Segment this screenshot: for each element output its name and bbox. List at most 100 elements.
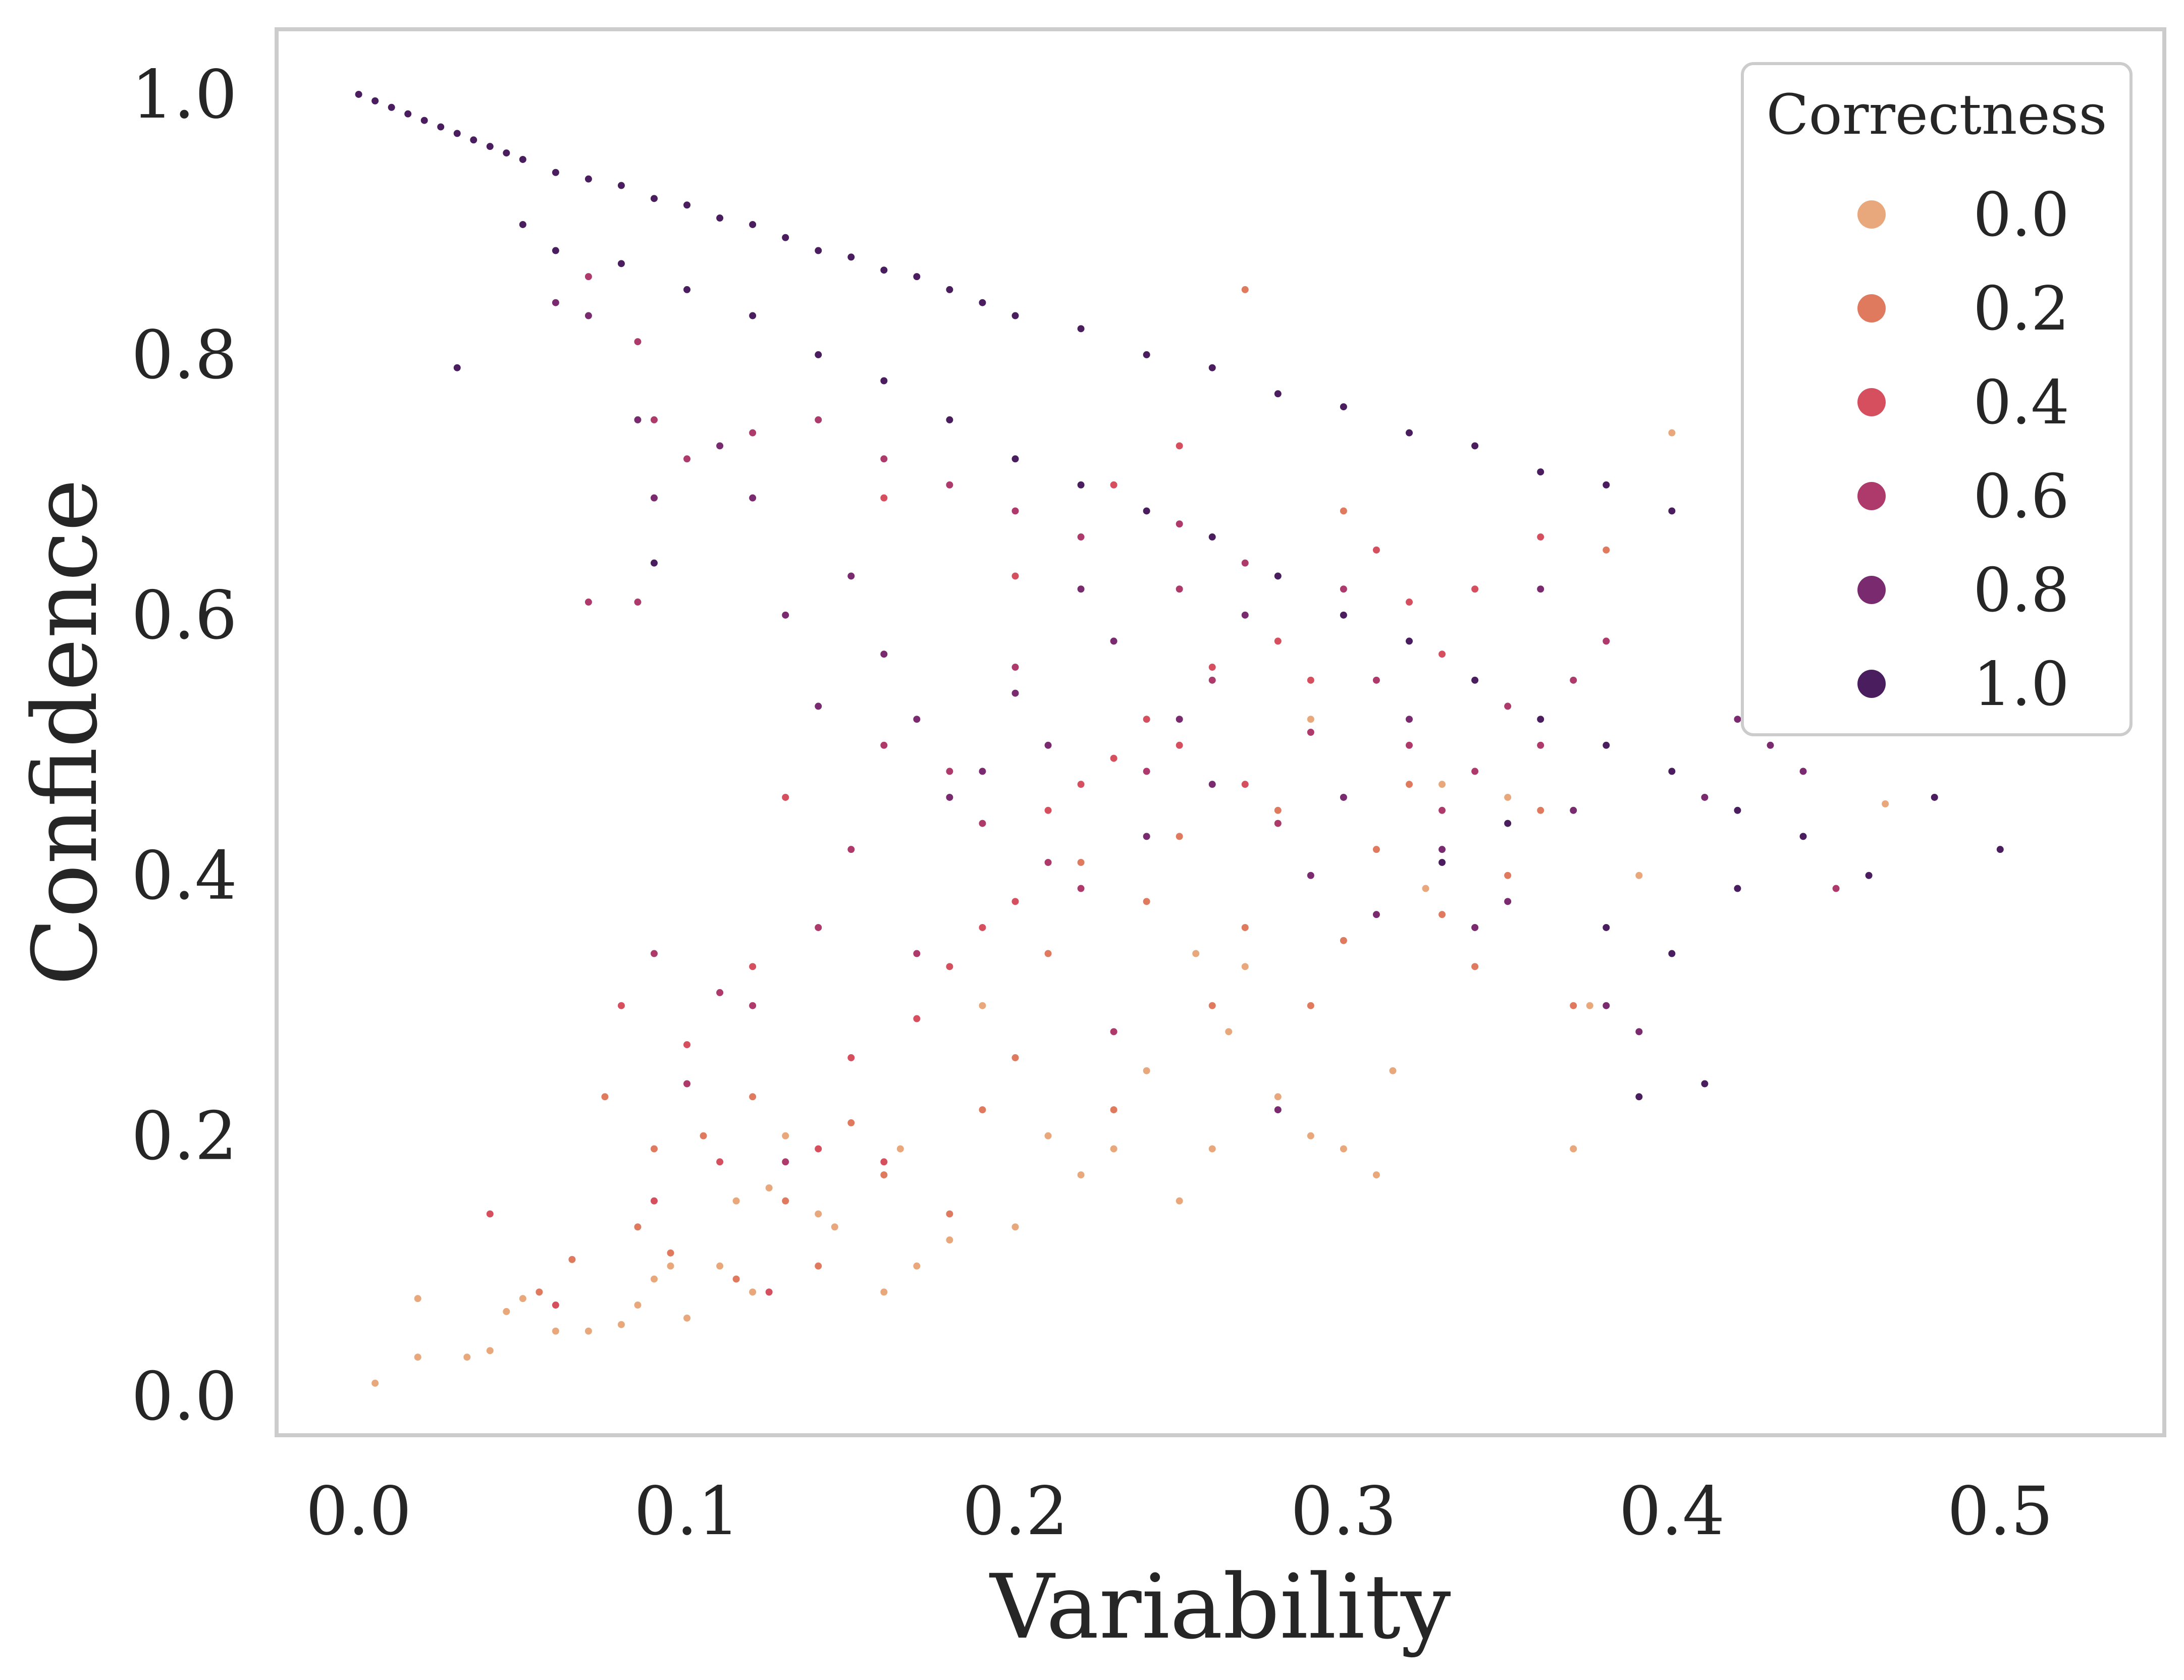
point-0.2-29: [1470, 962, 1480, 971]
point-0.6-25: [1405, 740, 1414, 750]
point-0.2-19: [1142, 897, 1151, 906]
point-0.6-11: [945, 767, 954, 776]
point-0.6-1: [633, 598, 643, 607]
point-0.0-14: [715, 1261, 725, 1271]
point-1.0-52: [1536, 715, 1546, 724]
point-1.0-14: [650, 194, 659, 203]
point-0.4-6: [748, 962, 758, 971]
point-0.6-17: [1142, 767, 1151, 776]
point-0.6-36: [650, 415, 659, 424]
point-0.6-13: [1010, 663, 1020, 672]
point-0.8-37: [1798, 767, 1808, 776]
point-1.0-67: [452, 363, 462, 372]
legend-marker: [1857, 670, 1886, 698]
point-0.2-26: [1371, 845, 1381, 854]
point-0.0-34: [1273, 1092, 1283, 1102]
point-0.6-15: [1076, 884, 1086, 893]
point-0.8-10: [912, 715, 922, 724]
point-0.0-13: [682, 1313, 692, 1323]
point-0.0-1: [413, 1352, 422, 1362]
point-0.8-29: [1536, 584, 1546, 594]
point-1.0-68: [650, 558, 659, 568]
point-0.6-18: [1175, 584, 1184, 594]
point-1.0-23: [945, 285, 954, 294]
point-0.8-31: [1602, 1001, 1611, 1010]
point-0.2-2: [600, 1092, 610, 1102]
point-0.8-26: [1437, 845, 1447, 854]
point-1.0-38: [616, 259, 626, 268]
point-1.0-18: [781, 233, 790, 242]
point-0.2-12: [879, 1170, 889, 1180]
point-0.8-28: [1503, 897, 1513, 906]
point-0.2-31: [1536, 805, 1546, 815]
x-tick-label: 0.5: [1947, 1473, 2053, 1550]
point-0.0-47: [1191, 949, 1201, 958]
point-0.8-20: [1240, 610, 1250, 620]
point-1.0-16: [715, 213, 725, 223]
point-0.8-0: [551, 298, 560, 307]
point-1.0-40: [748, 311, 758, 320]
point-0.0-46: [1881, 799, 1890, 808]
point-0.2-6: [699, 1131, 708, 1141]
point-0.2-30: [1503, 871, 1513, 880]
point-0.0-12: [666, 1261, 675, 1271]
point-0.4-28: [1437, 649, 1447, 659]
point-1.0-13: [616, 181, 626, 190]
point-1.0-28: [1207, 363, 1217, 372]
point-0.8-16: [1109, 636, 1118, 646]
point-0.0-39: [1421, 884, 1430, 893]
y-tick-label: 0.2: [131, 1098, 237, 1175]
point-0.0-35: [1306, 1131, 1315, 1141]
point-0.4-11: [879, 1157, 889, 1167]
point-1.0-60: [1700, 1079, 1710, 1089]
point-0.6-40: [879, 454, 889, 464]
x-axis-title: Variability: [989, 1555, 1451, 1659]
x-tick-labels: 0.0 0.1 0.2 0.3 0.4 0.5: [306, 1473, 2053, 1550]
point-1.0-51: [1470, 675, 1480, 685]
y-tick-label: 0.0: [131, 1358, 237, 1436]
point-0.4-33: [1109, 480, 1118, 490]
point-0.8-5: [748, 493, 758, 503]
point-0.8-13: [1010, 688, 1020, 698]
point-1.0-11: [551, 168, 560, 177]
point-0.4-3: [650, 1196, 659, 1206]
point-1.0-6: [452, 129, 462, 138]
point-0.8-24: [1371, 910, 1381, 919]
point-0.4-7: [764, 1287, 774, 1297]
point-0.0-21: [879, 1287, 889, 1297]
point-1.0-64: [1602, 923, 1611, 932]
point-0.6-33: [1831, 884, 1841, 893]
point-0.0-24: [945, 1235, 954, 1245]
y-axis-title: Confidence: [14, 479, 117, 986]
point-0.2-5: [666, 1248, 675, 1258]
point-0.0-48: [1240, 962, 1250, 971]
point-0.2-13: [945, 1209, 954, 1219]
point-1.0-26: [1076, 324, 1086, 334]
point-0.0-8: [583, 1326, 593, 1336]
point-0.2-11: [846, 1118, 856, 1127]
point-0.6-12: [978, 819, 987, 828]
point-0.8-15: [1076, 584, 1086, 594]
point-1.0-50: [1405, 636, 1414, 646]
y-tick-label: 0.4: [131, 837, 237, 915]
point-1.0-17: [748, 220, 758, 229]
point-1.0-43: [945, 415, 954, 424]
point-0.8-11: [945, 792, 954, 802]
legend-marker: [1857, 200, 1886, 229]
point-1.0-2: [387, 102, 396, 112]
point-0.0-18: [781, 1131, 790, 1141]
legend: Correctness 0.0 0.2 0.4 0.6 0.8 1.0: [1741, 62, 2133, 736]
point-1.0-8: [485, 142, 495, 151]
point-0.2-18: [1109, 1105, 1118, 1115]
point-1.0-58: [1930, 792, 1939, 802]
legend-label: 0.6: [1973, 462, 2069, 532]
point-0.0-33: [1224, 1027, 1234, 1037]
point-0.6-0: [583, 598, 593, 607]
point-1.0-33: [1536, 467, 1546, 477]
point-0.6-22: [1306, 728, 1315, 737]
point-0.6-20: [1240, 558, 1250, 568]
point-0.4-22: [1240, 780, 1250, 789]
legend-box: [1741, 62, 2133, 736]
point-1.0-31: [1405, 428, 1414, 438]
